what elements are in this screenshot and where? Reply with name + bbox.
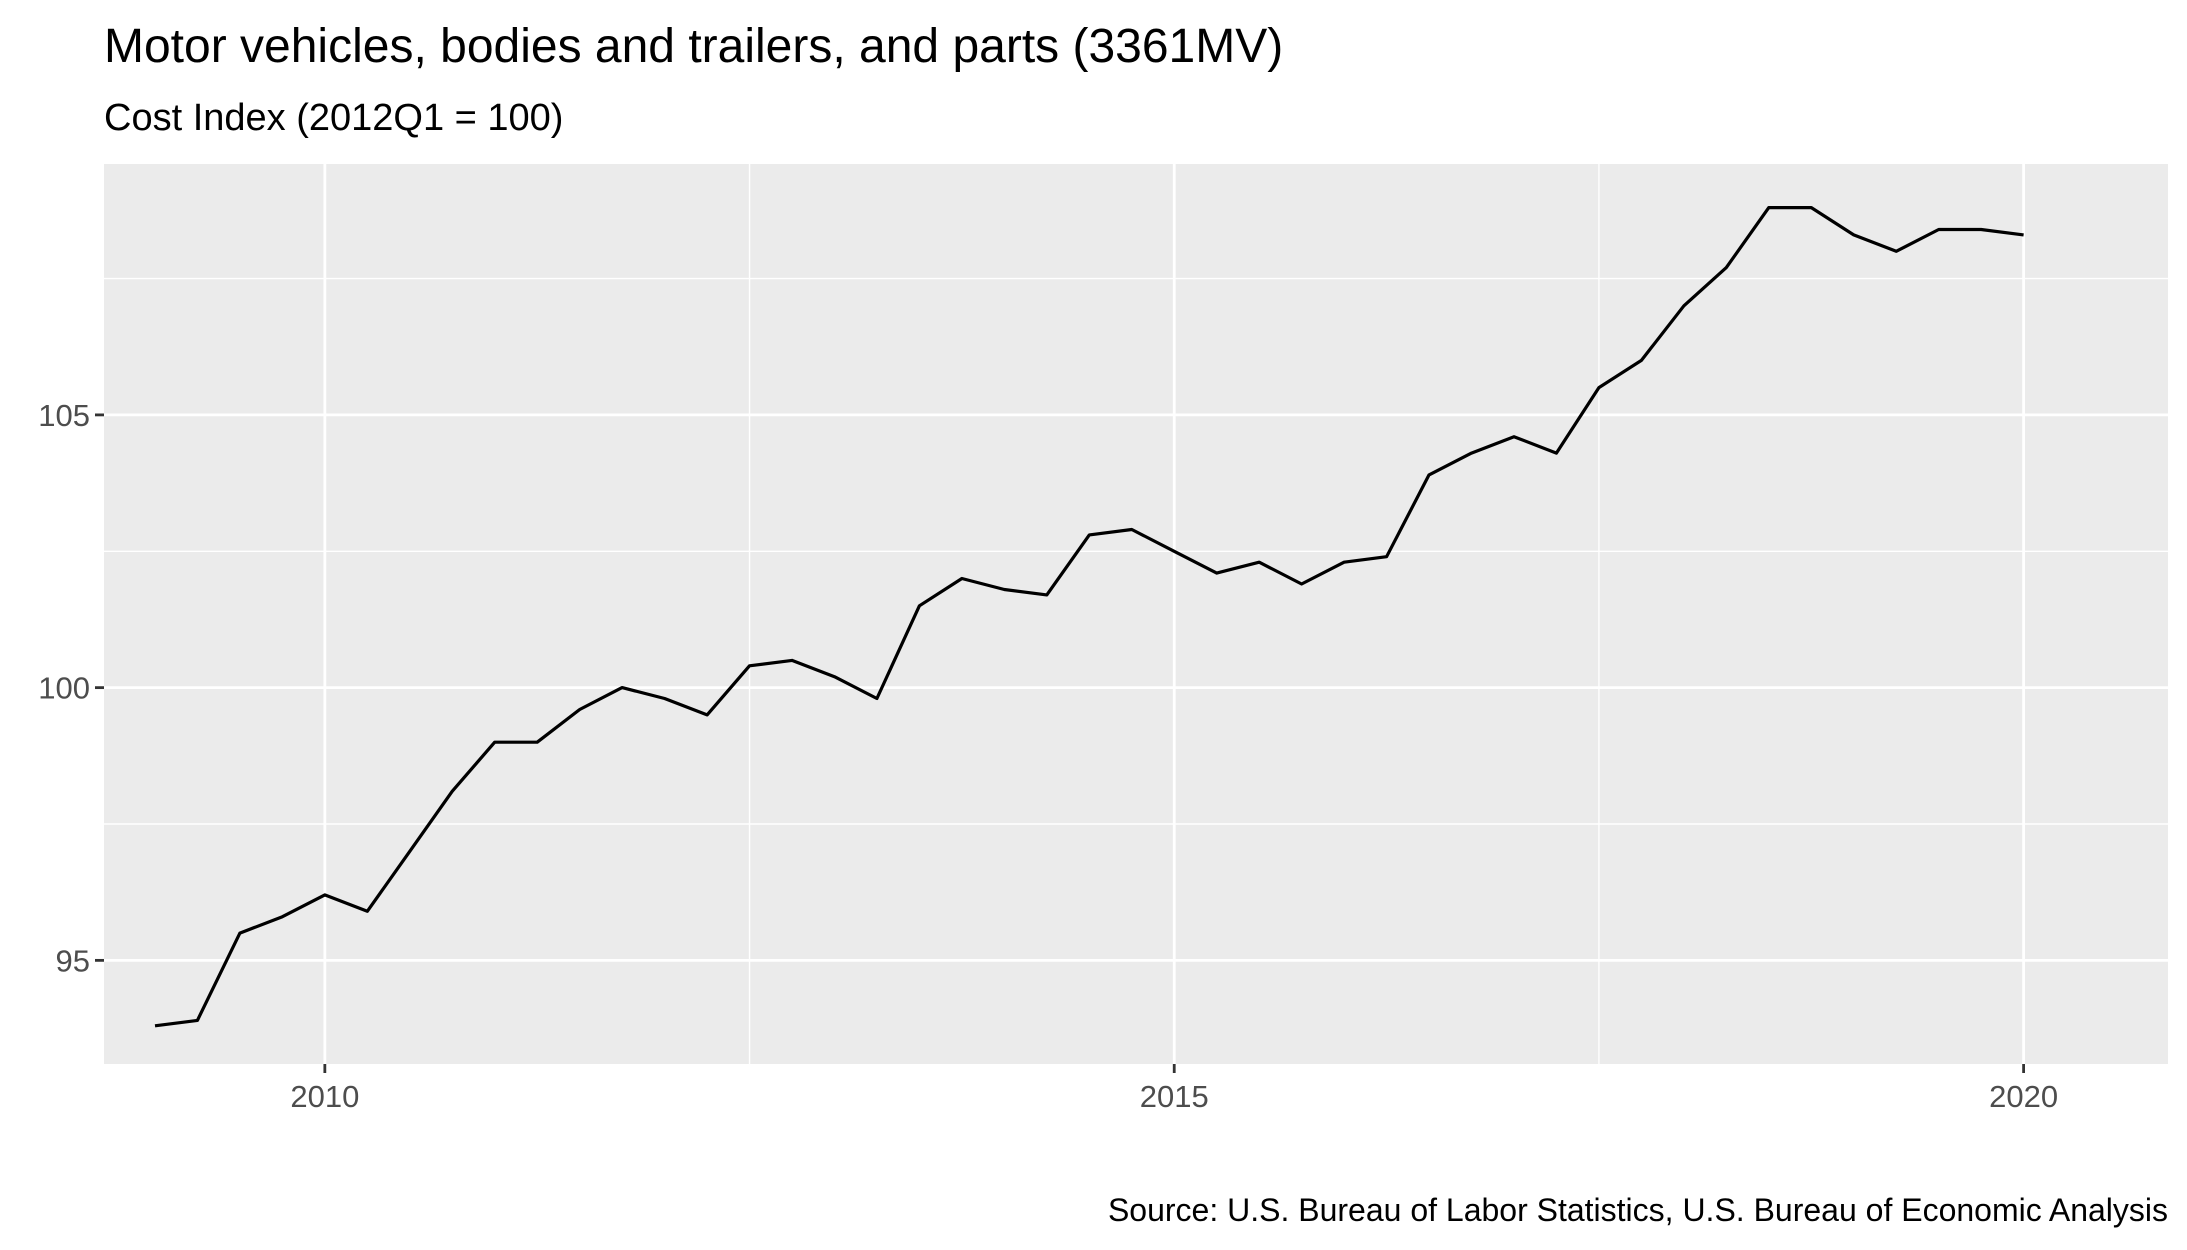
series-line-0 [154,206,2024,1028]
x-axis: 2010 2015 2020 [290,1064,2058,1114]
x-tick-label: 2020 [1989,1079,2058,1114]
x-tick-label: 2015 [1140,1079,1209,1114]
plot-panel [104,164,2168,1064]
y-tick-label: 95 [56,943,90,978]
y-axis: 95 100 105 [38,398,104,978]
major-gridlines [104,164,2168,1064]
y-tick-label: 100 [38,671,90,706]
chart-title: Motor vehicles, bodies and trailers, and… [104,20,1283,73]
chart-subtitle: Cost Index (2012Q1 = 100) [104,97,563,139]
chart-caption: Source: U.S. Bureau of Labor Statistics,… [1108,1192,2168,1228]
y-tick-label: 105 [38,398,90,433]
series-layer [154,206,2024,1028]
x-tick-label: 2010 [290,1079,359,1114]
minor-gridlines [104,164,2168,1064]
